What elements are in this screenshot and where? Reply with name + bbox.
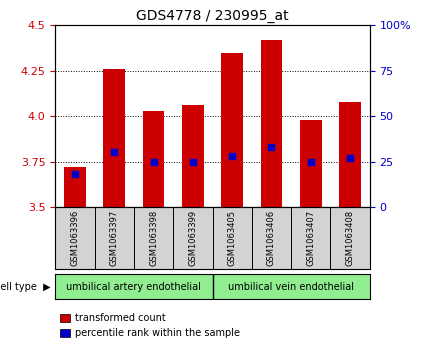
Point xyxy=(347,155,354,161)
Text: umbilical artery endothelial: umbilical artery endothelial xyxy=(66,282,201,292)
Point xyxy=(111,150,118,155)
Bar xyxy=(221,53,243,207)
Point xyxy=(229,153,235,159)
Text: cell type  ▶: cell type ▶ xyxy=(0,282,51,292)
Point xyxy=(190,159,196,164)
Legend: transformed count, percentile rank within the sample: transformed count, percentile rank withi… xyxy=(60,313,240,338)
Bar xyxy=(143,111,164,207)
Text: GSM1063407: GSM1063407 xyxy=(306,210,315,266)
Point xyxy=(150,159,157,164)
Point xyxy=(307,159,314,164)
Text: GSM1063399: GSM1063399 xyxy=(188,210,197,266)
Text: GSM1063397: GSM1063397 xyxy=(110,210,119,266)
Text: GSM1063406: GSM1063406 xyxy=(267,210,276,266)
Point xyxy=(268,144,275,150)
Text: GSM1063398: GSM1063398 xyxy=(149,210,158,266)
Bar xyxy=(300,120,322,207)
Title: GDS4778 / 230995_at: GDS4778 / 230995_at xyxy=(136,9,289,23)
Text: GSM1063396: GSM1063396 xyxy=(71,210,79,266)
Bar xyxy=(339,102,361,207)
Bar xyxy=(182,105,204,207)
Bar xyxy=(64,167,86,207)
Bar xyxy=(261,40,282,207)
Text: GSM1063405: GSM1063405 xyxy=(228,210,237,266)
Text: umbilical vein endothelial: umbilical vein endothelial xyxy=(228,282,354,292)
Text: GSM1063408: GSM1063408 xyxy=(346,210,354,266)
Point xyxy=(71,171,78,177)
Bar xyxy=(103,69,125,207)
